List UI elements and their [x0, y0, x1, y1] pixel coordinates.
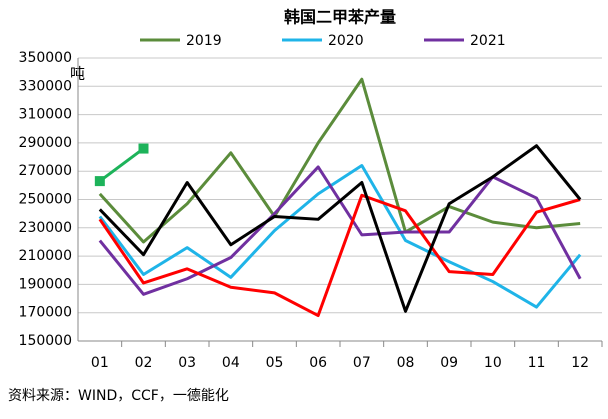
y-tick-label: 350000: [19, 50, 72, 66]
x-tick-label: 09: [440, 355, 458, 371]
y-tick-label: 210000: [19, 248, 72, 264]
chart-title: 韩国二甲苯产量: [284, 8, 396, 27]
y-tick-label: 290000: [19, 135, 72, 151]
x-tick-label: 10: [484, 355, 502, 371]
series-line: [98, 144, 582, 313]
series-line: [98, 193, 581, 318]
point: [138, 143, 149, 154]
y-tick-label: 190000: [19, 276, 72, 292]
x-tick-label: 01: [91, 355, 109, 371]
series-line: [98, 164, 582, 309]
x-tick-label: 08: [397, 355, 415, 371]
legend-label: 2021: [470, 33, 506, 49]
y-tick-label: 170000: [19, 305, 72, 321]
y-tick-label: 330000: [19, 78, 72, 94]
x-tick-label: 02: [135, 355, 153, 371]
y-tick-label: 250000: [19, 192, 72, 208]
x-tick-label: 03: [178, 355, 196, 371]
y-tick-label: 150000: [19, 333, 72, 349]
y-tick-label: 270000: [19, 163, 72, 179]
series-line: [98, 77, 581, 244]
legend-label: 2020: [328, 33, 364, 49]
series-line: [98, 147, 145, 183]
x-tick-label: 06: [309, 355, 327, 371]
point: [94, 176, 105, 187]
y-tick-label: 310000: [19, 107, 72, 123]
source: 资料来源：WIND，CCF，一德能化: [8, 388, 229, 404]
x-tick-label: 07: [353, 355, 371, 371]
x-tick-label: 05: [266, 355, 284, 371]
legend-label: 2019: [186, 33, 222, 49]
x-tick-label: 04: [222, 355, 240, 371]
x-tick-label: 12: [571, 355, 589, 371]
x-tick-label: 11: [528, 355, 546, 371]
y-tick-label: 230000: [19, 220, 72, 236]
